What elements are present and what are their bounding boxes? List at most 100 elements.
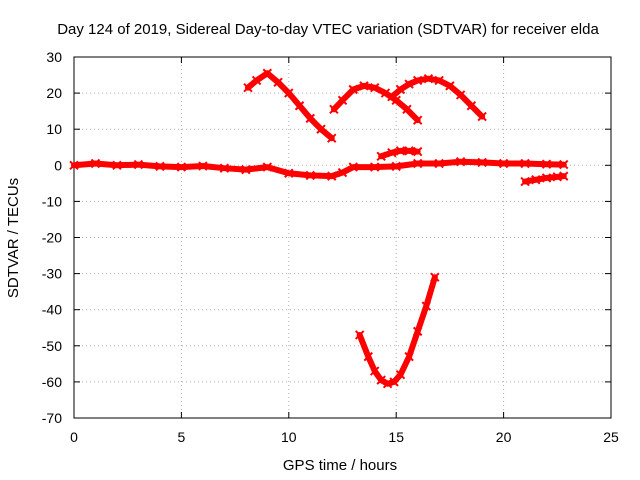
data-point xyxy=(380,88,391,98)
data-point xyxy=(559,159,569,170)
y-tick-label: -70 xyxy=(42,410,62,426)
x-tick-label: 15 xyxy=(388,429,404,445)
data-point xyxy=(329,104,339,115)
y-tick-label: 0 xyxy=(54,157,62,173)
series-segment-21-23 xyxy=(520,171,569,187)
data-point xyxy=(395,84,406,95)
data-point xyxy=(337,167,348,178)
y-tick-label: -20 xyxy=(42,230,62,246)
data-point xyxy=(284,88,294,98)
data-point xyxy=(412,75,423,86)
data-point xyxy=(412,158,423,169)
data-point xyxy=(294,101,305,111)
data-point xyxy=(262,68,273,78)
data-point xyxy=(412,326,423,337)
data-point xyxy=(520,176,530,187)
data-point xyxy=(541,173,552,183)
data-point xyxy=(421,301,431,311)
data-point xyxy=(69,160,79,171)
data-point xyxy=(284,168,294,178)
x-tick-label: 0 xyxy=(70,429,78,445)
data-point xyxy=(305,113,315,124)
y-tick-label: -50 xyxy=(42,338,62,354)
data-point xyxy=(348,162,358,172)
data-point xyxy=(466,101,477,111)
axis-ticks: 0 5 10 15 20 25 -70 -60 -50 -40 -30 -20 -10 0 10 20 30 xyxy=(42,49,619,445)
data-point xyxy=(391,161,401,172)
y-axis-label: SDTVAR / TECUs xyxy=(5,178,22,298)
data-point xyxy=(455,156,466,167)
x-tick-label: 10 xyxy=(281,429,297,445)
data-point xyxy=(359,81,369,91)
x-tick-label: 20 xyxy=(496,429,512,445)
data-point xyxy=(363,351,373,362)
data-point xyxy=(327,171,337,181)
series-line xyxy=(388,75,486,120)
series-arc-15-19 xyxy=(387,73,487,122)
data-point xyxy=(370,366,380,376)
data-point xyxy=(198,161,208,171)
series-arc-8-12 xyxy=(243,68,337,143)
series-group xyxy=(69,68,569,389)
data-point xyxy=(395,146,406,156)
data-point xyxy=(348,84,358,95)
data-point xyxy=(219,163,230,173)
data-point xyxy=(477,111,487,122)
data-point xyxy=(430,272,440,282)
x-axis-label: GPS time / hours xyxy=(283,457,397,474)
data-point xyxy=(382,378,393,389)
series-arc-12-16 xyxy=(329,81,423,125)
y-tick-label: 20 xyxy=(46,85,62,101)
data-point xyxy=(434,75,444,86)
data-point xyxy=(155,161,165,172)
data-point xyxy=(354,330,365,340)
data-point xyxy=(273,77,283,87)
data-point xyxy=(402,104,412,115)
data-point xyxy=(90,158,101,169)
data-point xyxy=(305,170,315,181)
data-point xyxy=(541,159,552,169)
data-point xyxy=(498,158,509,169)
data-point xyxy=(520,158,530,169)
data-point xyxy=(412,115,423,125)
data-point xyxy=(376,375,386,385)
data-point xyxy=(376,151,386,161)
y-tick-label: 30 xyxy=(46,49,62,65)
series-baseline xyxy=(69,156,569,181)
data-point xyxy=(112,160,122,171)
data-point xyxy=(423,73,434,84)
series-segment-14-16 xyxy=(376,146,423,161)
data-point xyxy=(412,146,423,157)
data-point xyxy=(531,175,541,185)
data-point xyxy=(404,351,414,362)
data-point xyxy=(477,157,487,168)
data-point xyxy=(243,82,253,93)
y-tick-label: -60 xyxy=(42,374,62,390)
x-tick-label: 5 xyxy=(178,429,186,445)
x-tick-label: 25 xyxy=(603,429,619,445)
data-point xyxy=(395,369,406,380)
data-point xyxy=(445,81,455,91)
data-point xyxy=(387,147,397,158)
data-point xyxy=(455,90,466,100)
y-tick-label: -30 xyxy=(42,266,62,282)
data-point xyxy=(370,82,380,93)
data-point xyxy=(370,162,380,172)
series-line xyxy=(71,158,567,180)
y-tick-label: -10 xyxy=(42,193,62,209)
series-dip xyxy=(354,272,440,389)
data-point xyxy=(262,162,273,172)
data-point xyxy=(387,92,397,102)
y-tick-label: 10 xyxy=(46,121,62,137)
grid xyxy=(74,57,611,418)
chart-title: Day 124 of 2019, Sidereal Day-to-day VTE… xyxy=(57,21,599,38)
data-point xyxy=(434,158,444,169)
y-tick-label: -40 xyxy=(42,302,62,318)
data-point xyxy=(133,159,144,170)
data-point xyxy=(251,75,262,86)
data-point xyxy=(389,377,399,387)
data-point xyxy=(327,133,337,143)
data-point xyxy=(337,95,348,106)
data-point xyxy=(559,171,569,181)
